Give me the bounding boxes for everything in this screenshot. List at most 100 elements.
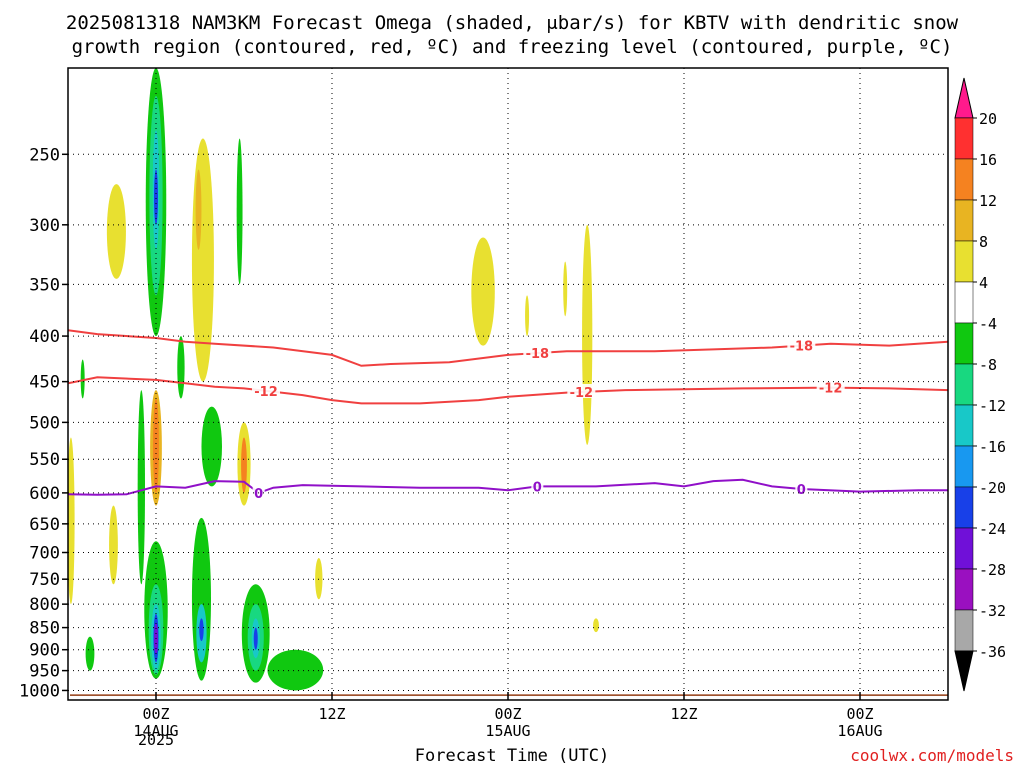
omega-region-14 [109,505,118,585]
omega-region-13 [137,390,145,585]
terrain-fill [70,694,948,696]
colorbar-label-11: -28 [979,561,1006,579]
colorbar-label-9: -20 [979,479,1006,497]
colorbar-swatch-12 [954,609,974,652]
contour-label-bg-2-1 [531,478,544,493]
contour-label-bg-2-2 [795,481,808,496]
colorbar-label-10: -24 [979,520,1006,538]
y-tick-label-11: 800 [29,595,60,615]
omega-region-36 [582,224,593,445]
x-tick-label-0: 00Z [142,705,169,723]
contour-label-0-1: -18 [790,340,814,355]
x-tick-label-2: 00Z [494,705,521,723]
y-tick-label-13: 900 [29,641,60,661]
omega-region-34 [525,295,530,337]
x-tick-label-3: 12Z [670,705,697,723]
omega-region-12 [153,398,159,493]
y-tick-label-8: 650 [29,515,60,535]
omega-region-31 [267,649,324,691]
credit-text: coolwx.com/models [850,746,1014,765]
x-tick-date-4: 16AUG [837,722,882,740]
omega-region-8 [177,336,185,399]
omega-region-6 [195,169,202,250]
contour-line-1 [68,376,948,405]
contour-label-2-1: 0 [533,480,542,495]
omega-region-26 [199,618,204,642]
contour-label-1-0: -12 [254,385,278,400]
x-tick-date-0: 14AUG [133,722,178,740]
colorbar-swatch-8 [954,445,974,488]
chart-title-line1: 2025081318 NAM3KM Forecast Omega (shaded… [65,12,959,34]
colorbar-label-3: 8 [979,233,988,251]
colorbar-swatch-7 [954,404,974,447]
colorbar-swatch-2 [954,199,974,242]
colorbar-swatch-1 [954,158,974,201]
omega-region-33 [471,237,495,346]
colorbar-label-7: -12 [979,397,1006,415]
colorbar-bottom-arrow [954,650,974,692]
contour-label-bg-0-1 [787,337,816,352]
omega-region-7 [236,138,243,285]
colorbar-label-8: -16 [979,438,1006,456]
y-tick-label-3: 400 [29,327,60,347]
y-tick-label-6: 550 [29,450,60,470]
contour-label-2-0: 0 [254,487,263,502]
y-tick-label-5: 500 [29,413,60,433]
x-tick-label-4: 00Z [846,705,873,723]
colorbar-swatch-4 [954,281,974,324]
contour-label-bg-1-1 [567,384,596,399]
y-tick-label-10: 750 [29,570,60,590]
colorbar-swatch-0 [954,117,974,160]
contour-label-1-2: -12 [819,382,843,397]
colorbar-swatch-11 [954,568,974,611]
y-tick-label-7: 600 [29,484,60,504]
contour-label-0-0: -18 [526,347,550,362]
contour-line-0 [68,329,948,367]
colorbar-label-0: 20 [979,110,997,128]
chart-title-line2: growth region (contoured, red, ºC) and f… [71,36,953,58]
colorbar-label-6: -8 [979,356,997,374]
contour-label-bg-1-0 [252,382,280,397]
y-tick-label-15: 1000 [19,681,60,701]
omega-region-37 [593,618,599,633]
colorbar-label-12: -32 [979,602,1006,620]
omega-shading: -18 -18 -12 -12 -12 0 0 0 [68,68,948,691]
colorbar-swatch-5 [954,322,974,365]
omega-region-9 [80,359,85,399]
y-tick-label-12: 850 [29,619,60,639]
y-tick-label-14: 950 [29,662,60,682]
contour-label-2-2: 0 [797,483,806,498]
x-tick-year-0: 2025 [138,731,174,746]
omega-region-18 [241,437,247,493]
contour-label-bg-2-0 [252,484,265,499]
colorbar-label-2: 12 [979,192,997,210]
colorbar-swatch-10 [954,527,974,570]
colorbar-swatch-9 [954,486,974,529]
x-axis-label: Forecast Time (UTC) [414,746,610,766]
colorbar-top-arrow [954,77,974,119]
y-tick-label-9: 700 [29,544,60,564]
colorbar-swatch-3 [954,240,974,283]
omega-region-30 [253,627,258,650]
contour-label-bg-0-0 [523,345,552,360]
contour-label-bg-1-2 [816,379,845,394]
colorbar-label-1: 16 [979,151,997,169]
colorbar-label-5: -4 [979,315,997,333]
omega-region-4 [106,184,126,279]
omega-region-32 [315,557,323,600]
omega-region-15 [85,636,95,671]
x-tick-label-1: 12Z [318,705,345,723]
omega-region-35 [563,261,568,317]
x-tick-date-2: 15AUG [485,722,530,740]
omega-region-5 [191,138,214,382]
y-tick-label-0: 250 [29,145,60,165]
omega-region-16 [201,406,222,487]
y-tick-label-2: 350 [29,275,60,295]
colorbar-swatch-6 [954,363,974,406]
y-tick-label-4: 450 [29,373,60,393]
colorbar-label-4: 4 [979,274,988,292]
chart-canvas: -18 -18 -12 -12 -12 0 0 0 250 300 350 400 450 500 550 6… [19,67,1006,746]
omega-region-10 [68,437,75,605]
y-tick-label-1: 300 [29,216,60,236]
colorbar-label-13: -36 [979,643,1006,661]
